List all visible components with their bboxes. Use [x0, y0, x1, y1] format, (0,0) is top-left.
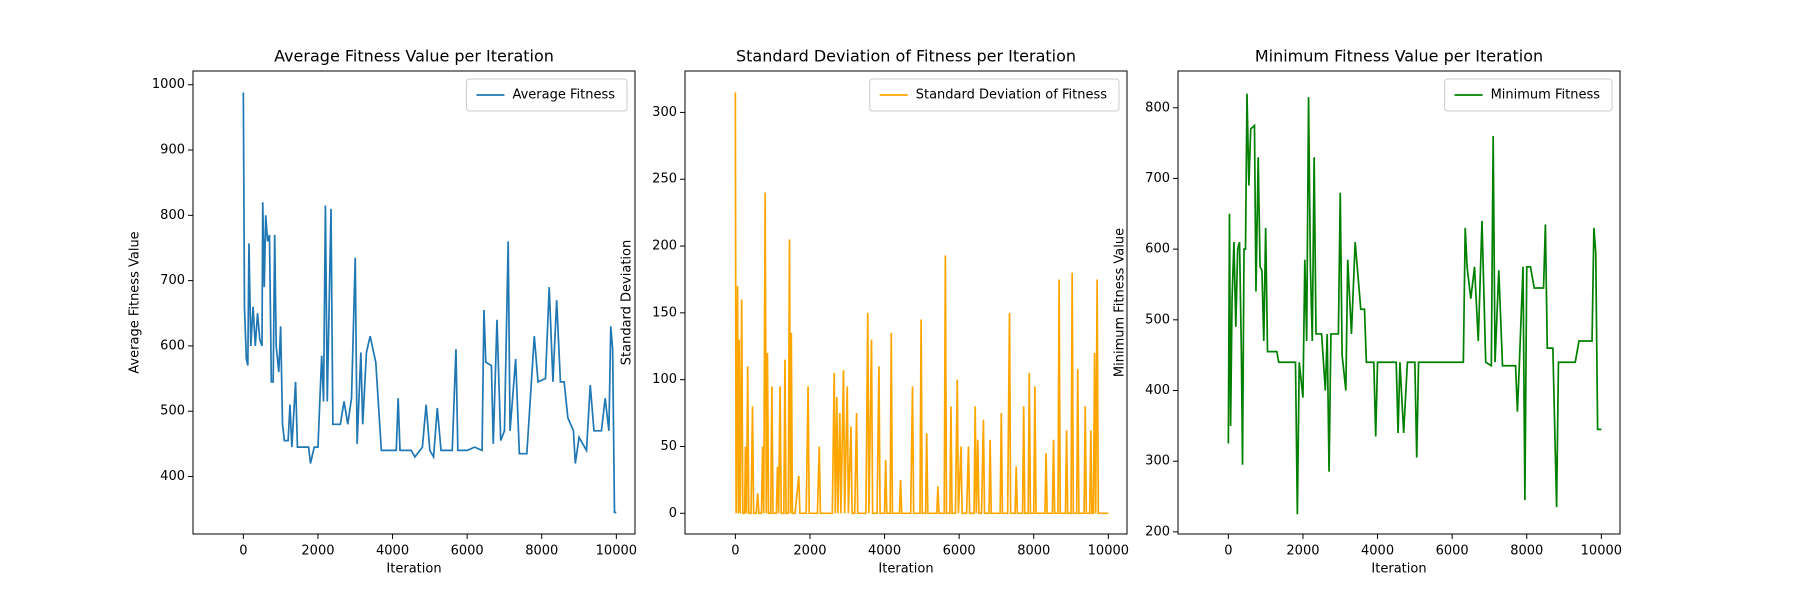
- y-tick-label: 300: [652, 105, 677, 120]
- chart-title: Average Fitness Value per Iteration: [274, 47, 554, 66]
- data-line: [734, 92, 1109, 515]
- chart-title: Minimum Fitness Value per Iteration: [1255, 47, 1543, 66]
- y-tick-label: 100: [652, 372, 677, 387]
- x-tick-label: 8000: [525, 544, 558, 559]
- x-tick-label: 6000: [943, 544, 976, 559]
- y-tick-label: 600: [160, 338, 185, 353]
- data-line: [1227, 93, 1602, 515]
- x-tick-label: 6000: [451, 544, 484, 559]
- x-tick-label: 8000: [1017, 544, 1050, 559]
- legend-box: [1444, 78, 1613, 112]
- x-axis-label: Iteration: [878, 562, 933, 577]
- x-tick-label: 4000: [1361, 544, 1394, 559]
- x-tick-label: 10000: [1581, 544, 1622, 559]
- legend-label: Minimum Fitness: [1491, 88, 1601, 103]
- y-tick-label: 250: [652, 172, 677, 187]
- y-axis-label: Average Fitness Value: [128, 231, 143, 373]
- y-tick-label: 500: [160, 404, 185, 419]
- x-tick-label: 6000: [1436, 544, 1469, 559]
- y-tick-label: 200: [1145, 524, 1170, 539]
- y-tick-label: 900: [160, 143, 185, 158]
- y-tick-label: 0: [669, 506, 677, 521]
- y-axis-label: Minimum Fitness Value: [1113, 228, 1128, 377]
- x-tick-label: 0: [239, 544, 247, 559]
- axes-frame: [684, 70, 1128, 535]
- y-tick-label: 500: [1145, 312, 1170, 327]
- legend: Average Fitness: [465, 78, 628, 112]
- y-tick-label: 700: [160, 273, 185, 288]
- y-tick-label: 800: [1145, 100, 1170, 115]
- y-tick-label: 400: [1145, 383, 1170, 398]
- legend-label: Average Fitness: [512, 88, 615, 103]
- y-tick-label: 50: [660, 439, 677, 454]
- data-line: [242, 92, 617, 514]
- y-tick-label: 600: [1145, 242, 1170, 257]
- y-tick-label: 150: [652, 305, 677, 320]
- y-tick-label: 700: [1145, 171, 1170, 186]
- x-tick-label: 2000: [1286, 544, 1319, 559]
- x-axis-label: Iteration: [386, 562, 441, 577]
- legend-box: [465, 78, 628, 112]
- x-tick-label: 0: [1224, 544, 1232, 559]
- y-axis-label: Standard Deviation: [620, 240, 635, 365]
- x-tick-label: 4000: [376, 544, 409, 559]
- legend: Standard Deviation of Fitness: [869, 78, 1120, 112]
- x-tick-label: 0: [731, 544, 739, 559]
- y-tick-label: 300: [1145, 454, 1170, 469]
- x-axis-label: Iteration: [1371, 562, 1426, 577]
- x-tick-label: 2000: [793, 544, 826, 559]
- x-tick-label: 10000: [596, 544, 637, 559]
- legend-box: [869, 78, 1120, 112]
- axes-frame: [192, 70, 636, 535]
- y-tick-label: 800: [160, 208, 185, 223]
- y-tick-label: 200: [652, 239, 677, 254]
- axes-frame: [1177, 70, 1621, 535]
- y-tick-label: 1000: [152, 77, 185, 92]
- x-tick-label: 4000: [868, 544, 901, 559]
- x-tick-label: 2000: [301, 544, 334, 559]
- x-tick-label: 10000: [1088, 544, 1129, 559]
- legend: Minimum Fitness: [1444, 78, 1613, 112]
- legend-label: Standard Deviation of Fitness: [916, 88, 1108, 103]
- x-tick-label: 8000: [1510, 544, 1543, 559]
- y-tick-label: 400: [160, 469, 185, 484]
- chart-title: Standard Deviation of Fitness per Iterat…: [736, 47, 1076, 66]
